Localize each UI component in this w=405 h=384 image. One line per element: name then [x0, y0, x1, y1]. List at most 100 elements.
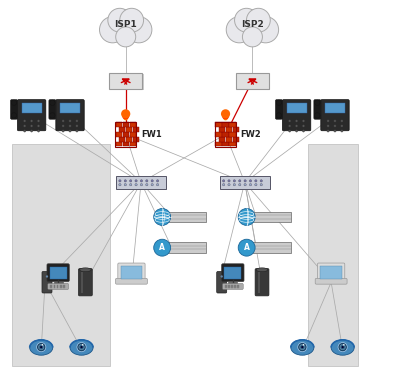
FancyBboxPatch shape	[112, 36, 139, 40]
Circle shape	[221, 109, 230, 118]
FancyBboxPatch shape	[116, 176, 166, 189]
FancyBboxPatch shape	[133, 127, 139, 131]
Circle shape	[334, 130, 336, 132]
Circle shape	[124, 184, 126, 186]
Circle shape	[109, 10, 143, 44]
Ellipse shape	[291, 340, 314, 355]
FancyBboxPatch shape	[321, 100, 349, 131]
Circle shape	[50, 100, 55, 106]
Circle shape	[233, 180, 236, 182]
FancyBboxPatch shape	[123, 142, 129, 146]
FancyBboxPatch shape	[320, 266, 342, 279]
FancyBboxPatch shape	[252, 242, 291, 253]
FancyBboxPatch shape	[219, 137, 225, 141]
Circle shape	[315, 100, 320, 106]
Circle shape	[228, 180, 230, 182]
Circle shape	[79, 344, 84, 350]
Circle shape	[303, 130, 305, 132]
FancyBboxPatch shape	[226, 137, 232, 141]
Circle shape	[76, 130, 78, 132]
Circle shape	[130, 180, 132, 182]
FancyBboxPatch shape	[226, 127, 232, 131]
FancyBboxPatch shape	[123, 132, 129, 136]
Circle shape	[124, 180, 126, 182]
FancyBboxPatch shape	[48, 283, 68, 290]
FancyBboxPatch shape	[53, 285, 55, 286]
Circle shape	[30, 120, 33, 122]
FancyBboxPatch shape	[130, 132, 136, 136]
Ellipse shape	[30, 340, 53, 355]
Circle shape	[151, 180, 153, 182]
Circle shape	[130, 184, 132, 186]
Circle shape	[244, 184, 246, 186]
FancyBboxPatch shape	[222, 264, 244, 281]
Circle shape	[154, 239, 171, 256]
Circle shape	[11, 100, 17, 106]
Circle shape	[38, 344, 44, 350]
Circle shape	[234, 8, 258, 32]
FancyBboxPatch shape	[231, 285, 233, 286]
Circle shape	[243, 27, 262, 47]
FancyBboxPatch shape	[231, 286, 233, 288]
Circle shape	[119, 180, 121, 182]
FancyBboxPatch shape	[282, 100, 311, 131]
FancyBboxPatch shape	[230, 132, 236, 136]
Circle shape	[69, 130, 71, 132]
FancyBboxPatch shape	[215, 142, 222, 146]
FancyBboxPatch shape	[234, 285, 236, 286]
Circle shape	[80, 346, 83, 348]
FancyBboxPatch shape	[79, 269, 92, 296]
Text: FW2: FW2	[241, 130, 262, 139]
Circle shape	[140, 184, 143, 186]
FancyBboxPatch shape	[225, 286, 227, 288]
Circle shape	[76, 120, 78, 122]
FancyBboxPatch shape	[228, 282, 237, 285]
Circle shape	[124, 116, 128, 121]
Circle shape	[226, 17, 252, 43]
Circle shape	[223, 116, 228, 121]
Circle shape	[222, 184, 225, 186]
FancyBboxPatch shape	[314, 100, 321, 119]
FancyBboxPatch shape	[233, 137, 239, 141]
Ellipse shape	[80, 268, 91, 272]
FancyBboxPatch shape	[17, 100, 46, 131]
FancyBboxPatch shape	[258, 272, 260, 293]
FancyBboxPatch shape	[217, 271, 227, 293]
Circle shape	[288, 130, 291, 132]
FancyBboxPatch shape	[117, 177, 167, 190]
Text: ISP2: ISP2	[241, 20, 264, 29]
Circle shape	[244, 180, 246, 182]
FancyBboxPatch shape	[133, 137, 139, 141]
FancyBboxPatch shape	[168, 212, 206, 222]
Circle shape	[62, 120, 64, 122]
FancyBboxPatch shape	[57, 285, 58, 286]
Circle shape	[108, 8, 132, 32]
Circle shape	[69, 120, 71, 122]
Circle shape	[62, 130, 64, 132]
Circle shape	[135, 184, 137, 186]
Circle shape	[300, 344, 305, 350]
FancyBboxPatch shape	[115, 122, 122, 126]
Circle shape	[295, 125, 298, 127]
Circle shape	[11, 113, 17, 118]
Text: A: A	[159, 243, 165, 252]
FancyBboxPatch shape	[126, 127, 132, 131]
Circle shape	[50, 113, 55, 118]
Ellipse shape	[70, 340, 93, 355]
FancyBboxPatch shape	[51, 285, 52, 286]
Circle shape	[239, 184, 241, 186]
Circle shape	[238, 209, 255, 225]
FancyBboxPatch shape	[237, 286, 239, 288]
Circle shape	[140, 180, 143, 182]
Circle shape	[156, 184, 159, 186]
FancyBboxPatch shape	[47, 264, 69, 281]
Circle shape	[255, 180, 257, 182]
FancyBboxPatch shape	[215, 132, 222, 136]
Text: ISP1: ISP1	[114, 20, 137, 29]
FancyBboxPatch shape	[60, 285, 62, 286]
Circle shape	[135, 180, 137, 182]
FancyBboxPatch shape	[60, 103, 80, 113]
FancyBboxPatch shape	[121, 266, 143, 279]
Ellipse shape	[331, 340, 354, 355]
Circle shape	[315, 113, 320, 118]
